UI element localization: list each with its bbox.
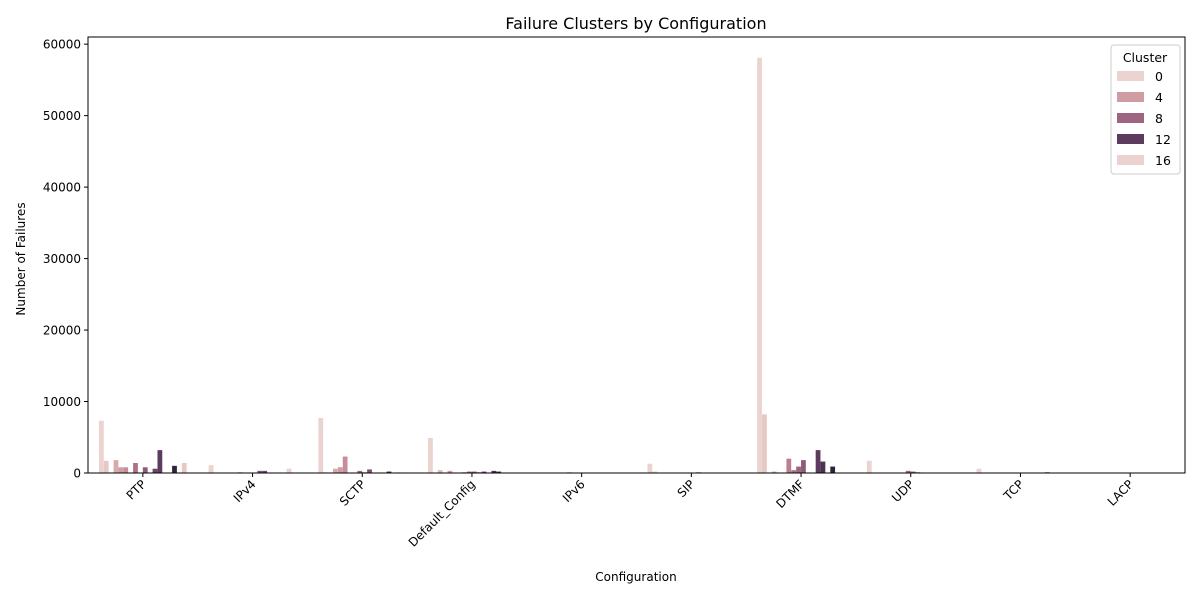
y-tick-label: 10000 bbox=[43, 395, 81, 409]
x-axis: PTP IPv4 SCTP Default_Config IPv6 SIP DTMF UDP T… bbox=[124, 473, 1137, 550]
bar-sctp-cluster-5 bbox=[342, 456, 348, 473]
bar-dtmf-cluster-12 bbox=[815, 450, 821, 473]
bar-ipv4-cluster-0 bbox=[208, 465, 214, 473]
x-tick-label-dtmf: DTMF bbox=[773, 477, 807, 511]
bar-sctp-cluster-14 bbox=[386, 471, 392, 473]
bar-sctp-cluster-3 bbox=[333, 468, 338, 473]
x-tick-label-sip: SIP bbox=[675, 477, 698, 500]
bars-group bbox=[98, 57, 1050, 473]
bar-ptp-cluster-17 bbox=[181, 462, 187, 473]
y-tick-label: 30000 bbox=[43, 252, 81, 266]
legend-swatch-16 bbox=[1117, 155, 1144, 165]
bar-ptp-cluster-7 bbox=[133, 462, 138, 473]
legend-swatch-12 bbox=[1117, 134, 1144, 144]
x-tick-label-default-config: Default_Config bbox=[406, 477, 478, 549]
bar-sctp-cluster-8 bbox=[357, 470, 363, 473]
bar-ptp-cluster-0 bbox=[98, 420, 104, 473]
legend-label-0: 0 bbox=[1155, 69, 1163, 84]
bar-udp-cluster-9 bbox=[910, 471, 916, 473]
y-axis: 0 10000 20000 30000 40000 50000 60000 bbox=[43, 38, 88, 481]
bar-default-config-cluster-8 bbox=[467, 471, 472, 473]
bar-default-config-cluster-14 bbox=[496, 471, 502, 473]
bar-ptp-cluster-12 bbox=[157, 450, 163, 473]
bar-udp-cluster-8 bbox=[905, 470, 911, 473]
y-tick-label: 40000 bbox=[43, 181, 81, 195]
bar-ipv4-cluster-10 bbox=[257, 470, 263, 473]
bar-default-config-cluster-2 bbox=[437, 470, 443, 473]
bar-dtmf-cluster-9 bbox=[801, 460, 806, 473]
bar-sctp-cluster-0 bbox=[318, 417, 324, 473]
legend-label-4: 4 bbox=[1155, 90, 1163, 105]
bar-ptp-cluster-15 bbox=[172, 465, 177, 473]
y-tick-label: 20000 bbox=[43, 324, 81, 338]
bar-dtmf-cluster-1 bbox=[762, 414, 767, 473]
x-tick-label-ptp: PTP bbox=[124, 477, 149, 502]
bar-default-config-cluster-0 bbox=[428, 437, 433, 473]
y-tick-label: 50000 bbox=[43, 109, 81, 123]
x-tick-label-ipv4: IPv4 bbox=[231, 477, 259, 505]
bar-dtmf-cluster-8 bbox=[796, 466, 801, 473]
bar-default-config-cluster-9 bbox=[471, 471, 477, 473]
y-tick-label: 0 bbox=[73, 467, 81, 481]
bar-ptp-cluster-5 bbox=[123, 467, 129, 473]
bar-dtmf-cluster-6 bbox=[786, 458, 792, 473]
legend-label-16: 16 bbox=[1155, 153, 1171, 168]
bar-sip-cluster-1 bbox=[652, 471, 658, 473]
bar-dtmf-cluster-13 bbox=[820, 461, 826, 473]
bar-default-config-cluster-4 bbox=[447, 470, 453, 473]
x-axis-title: Configuration bbox=[595, 570, 676, 584]
legend-label-12: 12 bbox=[1155, 132, 1171, 147]
x-tick-label-sctp: SCTP bbox=[337, 477, 369, 509]
bar-dtmf-cluster-3 bbox=[771, 471, 777, 473]
bar-ipv4-cluster-11 bbox=[262, 470, 268, 473]
bar-ipv4-cluster-16 bbox=[286, 468, 292, 473]
bar-ptp-cluster-9 bbox=[142, 467, 148, 473]
plot-frame bbox=[87, 36, 1186, 474]
legend-swatch-8 bbox=[1117, 113, 1144, 123]
bar-sctp-cluster-4 bbox=[337, 467, 343, 473]
bar-ptp-cluster-3 bbox=[113, 460, 119, 473]
x-tick-label-udp: UDP bbox=[889, 477, 917, 505]
bar-ptp-cluster-4 bbox=[118, 467, 124, 473]
legend-title: Cluster bbox=[1123, 50, 1168, 65]
legend: Cluster 0 4 8 12 16 bbox=[1110, 44, 1181, 175]
bar-default-config-cluster-11 bbox=[481, 471, 487, 473]
x-tick-label-tcp: TCP bbox=[1000, 477, 1026, 503]
legend-items: 0 4 8 12 16 bbox=[1117, 69, 1171, 168]
bar-udp-cluster-0 bbox=[866, 460, 872, 473]
bar-sip-cluster-0 bbox=[647, 463, 653, 473]
legend-swatch-4 bbox=[1117, 92, 1144, 102]
bar-ptp-cluster-1 bbox=[103, 460, 109, 473]
y-tick-label: 60000 bbox=[43, 38, 81, 52]
x-tick-label-lacp: LACP bbox=[1105, 477, 1137, 509]
bar-dtmf-cluster-15 bbox=[830, 466, 836, 473]
x-tick-label-ipv6: IPv6 bbox=[560, 477, 588, 505]
bar-dtmf-cluster-0 bbox=[757, 57, 762, 473]
legend-swatch-0 bbox=[1117, 71, 1144, 81]
bar-sctp-cluster-10 bbox=[367, 469, 372, 473]
bar-dtmf-cluster-7 bbox=[791, 470, 797, 473]
bar-tcp-cluster-0 bbox=[976, 468, 982, 473]
bar-ptp-cluster-11 bbox=[152, 468, 158, 473]
legend-label-8: 8 bbox=[1155, 111, 1163, 126]
chart-title: Failure Clusters by Configuration bbox=[505, 14, 766, 33]
bar-default-config-cluster-13 bbox=[491, 470, 497, 473]
y-axis-title: Number of Failures bbox=[14, 202, 28, 315]
